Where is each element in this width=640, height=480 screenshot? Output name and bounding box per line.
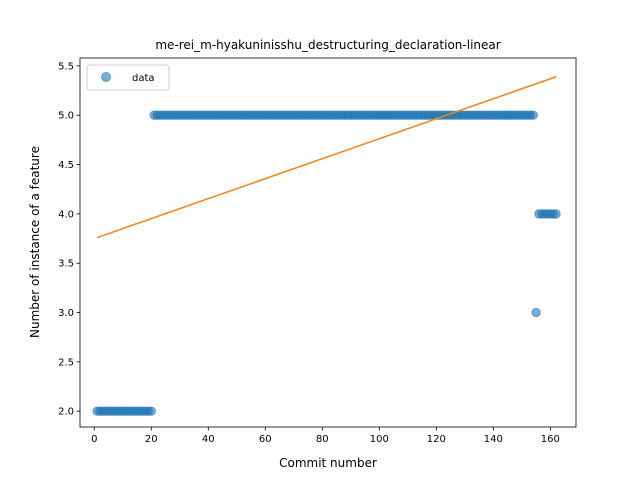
y-tick-label: 5.5 bbox=[58, 61, 74, 72]
x-tick-label: 0 bbox=[91, 434, 97, 445]
x-tick-label: 120 bbox=[427, 434, 446, 445]
y-tick-label: 2.0 bbox=[58, 407, 74, 418]
y-tick-label: 3.5 bbox=[58, 259, 74, 270]
y-tick-label: 2.5 bbox=[58, 357, 74, 368]
legend-label-data: data bbox=[132, 73, 155, 84]
data-point bbox=[551, 209, 561, 219]
data-point bbox=[531, 307, 541, 318]
x-axis: 0 20 40 60 80 100 120 140 160 bbox=[91, 427, 560, 445]
x-tick-label: 160 bbox=[541, 434, 560, 445]
y-tick-label: 4.0 bbox=[58, 209, 74, 220]
y-tick-label: 3.0 bbox=[58, 308, 74, 319]
x-tick-label: 100 bbox=[370, 434, 389, 445]
x-tick-label: 140 bbox=[484, 434, 503, 445]
data-point bbox=[528, 110, 538, 120]
x-tick-label: 20 bbox=[145, 434, 158, 445]
legend-marker-data bbox=[101, 72, 111, 82]
x-tick-label: 40 bbox=[202, 434, 215, 445]
trend-line bbox=[96, 76, 557, 239]
data-point bbox=[146, 406, 156, 416]
legend-box bbox=[86, 64, 170, 91]
plot-frame bbox=[79, 57, 577, 428]
y-tick-label: 4.5 bbox=[58, 160, 74, 171]
y-axis: 2.0 2.5 3.0 3.5 4.0 4.5 5.0 5.5 bbox=[58, 61, 80, 418]
y-tick-label: 5.0 bbox=[58, 111, 74, 122]
series-layer bbox=[92, 76, 561, 416]
chart-title: me-rei_m-hyakuninisshu_destructuring_dec… bbox=[155, 38, 500, 52]
y-axis-label: Number of instance of a feature bbox=[28, 146, 42, 338]
x-tick-label: 80 bbox=[316, 434, 329, 445]
x-axis-label: Commit number bbox=[279, 456, 377, 470]
x-tick-label: 60 bbox=[259, 434, 272, 445]
legend: data bbox=[86, 64, 170, 91]
